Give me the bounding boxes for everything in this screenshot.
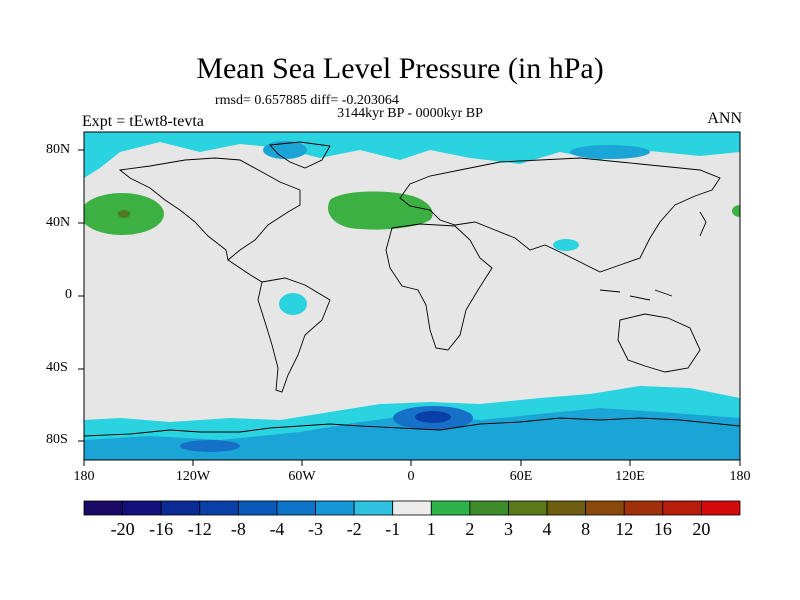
colorbar-label: -2 bbox=[346, 519, 362, 539]
south-america-coast bbox=[257, 277, 331, 393]
colorbar-swatch bbox=[199, 500, 239, 516]
lat-label-0: 0 bbox=[65, 287, 72, 302]
colorbar-swatch bbox=[122, 500, 162, 516]
colorbar-swatch bbox=[237, 500, 278, 516]
colorbar-label: 12 bbox=[615, 519, 634, 539]
colorbar-label: -12 bbox=[187, 519, 212, 539]
colorbar-swatch bbox=[585, 500, 625, 516]
north-pacific-positive-core bbox=[118, 210, 130, 218]
colorbar-swatch bbox=[160, 500, 201, 516]
north-atlantic-positive bbox=[328, 191, 433, 230]
colorbar-swatch bbox=[701, 500, 741, 516]
lon-label-120w: 120W bbox=[175, 469, 211, 484]
tibet-negative bbox=[553, 239, 579, 251]
colorbar-label: 1 bbox=[426, 519, 436, 539]
colorbar-swatch bbox=[392, 500, 432, 516]
greenland-coast bbox=[269, 141, 331, 169]
amazon-negative bbox=[279, 293, 307, 315]
colorbar-label: -3 bbox=[308, 519, 324, 539]
axis-ticks bbox=[78, 149, 741, 466]
antarctica-coast bbox=[84, 417, 740, 437]
lon-label-0: 0 bbox=[407, 469, 415, 484]
lat-label-40n: 40N bbox=[46, 215, 71, 230]
southern-ocean-negative-mid bbox=[84, 408, 740, 460]
arctic-negative-region bbox=[84, 132, 740, 178]
greenland-negative-core bbox=[263, 141, 307, 159]
north-america-coast bbox=[118, 157, 301, 261]
chart-title: Mean Sea Level Pressure (in hPa) bbox=[196, 52, 604, 85]
lat-label-40s: 40S bbox=[46, 360, 68, 375]
colorbar-swatch bbox=[315, 500, 355, 516]
europe-asia-coast bbox=[399, 157, 721, 273]
japan-coast bbox=[699, 211, 707, 237]
colorbar-swatch bbox=[276, 500, 316, 516]
australia-coast bbox=[617, 313, 701, 373]
colorbar-label: -20 bbox=[110, 519, 135, 539]
experiment-label: Expt = tEwt8-tevta bbox=[82, 113, 204, 130]
colorbar-label: 16 bbox=[653, 519, 672, 539]
period-text: 3144kyr BP - 0000kyr BP bbox=[337, 106, 483, 121]
pacific-east-edge-positive bbox=[732, 205, 740, 217]
coastlines bbox=[84, 141, 740, 437]
colorbar-label: -4 bbox=[269, 519, 285, 539]
colorbar-label: 3 bbox=[503, 519, 513, 539]
lon-label-120e: 120E bbox=[615, 469, 645, 484]
indonesia-coast bbox=[599, 289, 673, 301]
lat-label-80n: 80N bbox=[46, 142, 71, 157]
colorbar-swatch bbox=[430, 500, 471, 516]
colorbar-swatch bbox=[623, 500, 664, 516]
colorbar-swatch bbox=[508, 500, 548, 516]
colorbar-swatch bbox=[662, 500, 702, 516]
colorbar-swatch bbox=[353, 500, 394, 516]
ross-sea-negative bbox=[180, 440, 240, 452]
colorbar bbox=[83, 500, 741, 516]
colorbar-label: 20 bbox=[692, 519, 711, 539]
antarctic-low-core bbox=[415, 411, 451, 423]
colorbar-label: -1 bbox=[385, 519, 401, 539]
stats-text: rmsd= 0.657885 diff= -0.203064 bbox=[215, 93, 399, 108]
season-label: ANN bbox=[707, 110, 742, 127]
lon-label-180w: 180 bbox=[73, 469, 95, 484]
colorbar-label: -16 bbox=[149, 519, 174, 539]
lon-label-60w: 60W bbox=[288, 469, 316, 484]
colorbar-label: 8 bbox=[581, 519, 591, 539]
central-america-coast bbox=[227, 259, 263, 283]
colorbar-swatch bbox=[546, 500, 587, 516]
lon-label-180e: 180 bbox=[729, 469, 751, 484]
lat-label-80s: 80S bbox=[46, 432, 68, 447]
colorbar-swatch bbox=[469, 500, 509, 516]
colorbar-label: 2 bbox=[465, 519, 475, 539]
colorbar-label: -8 bbox=[230, 519, 246, 539]
africa-coast bbox=[385, 223, 493, 351]
colorbar-label: 4 bbox=[542, 519, 552, 539]
siberia-negative-patch bbox=[570, 145, 650, 159]
lon-label-60e: 60E bbox=[509, 469, 533, 484]
colorbar-swatch bbox=[83, 500, 123, 516]
